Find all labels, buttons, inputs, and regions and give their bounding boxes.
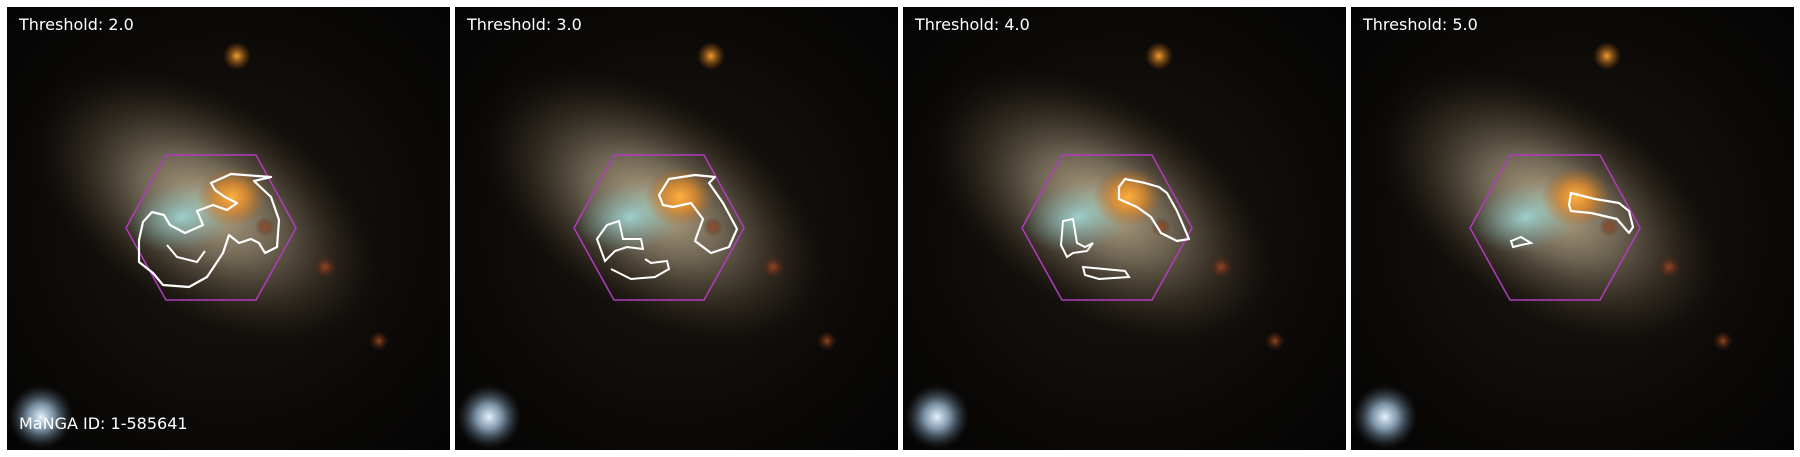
galaxy-id-label: MaNGA ID: 1-585641 (19, 414, 188, 433)
panel-threshold-5: Threshold: 5.0 (1351, 7, 1794, 450)
galaxy-image (1351, 7, 1794, 450)
contour-outline (1567, 191, 1635, 235)
panel-threshold-4: Threshold: 4.0 (903, 7, 1346, 450)
contour-outline (137, 172, 281, 289)
panel-threshold-3: Threshold: 3.0 (455, 7, 898, 450)
panel-threshold-2: Threshold: 2.0 MaNGA ID: 1-585641 (7, 7, 450, 450)
galaxy-image (903, 7, 1346, 450)
contour-outline (1509, 235, 1534, 249)
threshold-label: Threshold: 2.0 (19, 15, 134, 34)
threshold-label: Threshold: 5.0 (1363, 15, 1478, 34)
contour-outline (657, 173, 739, 255)
threshold-label: Threshold: 4.0 (915, 15, 1030, 34)
galaxy-image (7, 7, 450, 450)
contour-outline (1059, 217, 1094, 259)
ifu-hexagon (1469, 154, 1641, 301)
galaxy-image (455, 7, 898, 450)
ifu-hexagon (1021, 154, 1193, 301)
contour-outline (1081, 265, 1131, 281)
ifu-hexagon (573, 154, 745, 301)
contour-outline (166, 244, 206, 264)
ifu-hexagon (125, 154, 297, 301)
contour-outline (595, 219, 645, 263)
threshold-label: Threshold: 3.0 (467, 15, 582, 34)
contour-outline (610, 258, 671, 281)
contour-outline (1117, 177, 1191, 243)
